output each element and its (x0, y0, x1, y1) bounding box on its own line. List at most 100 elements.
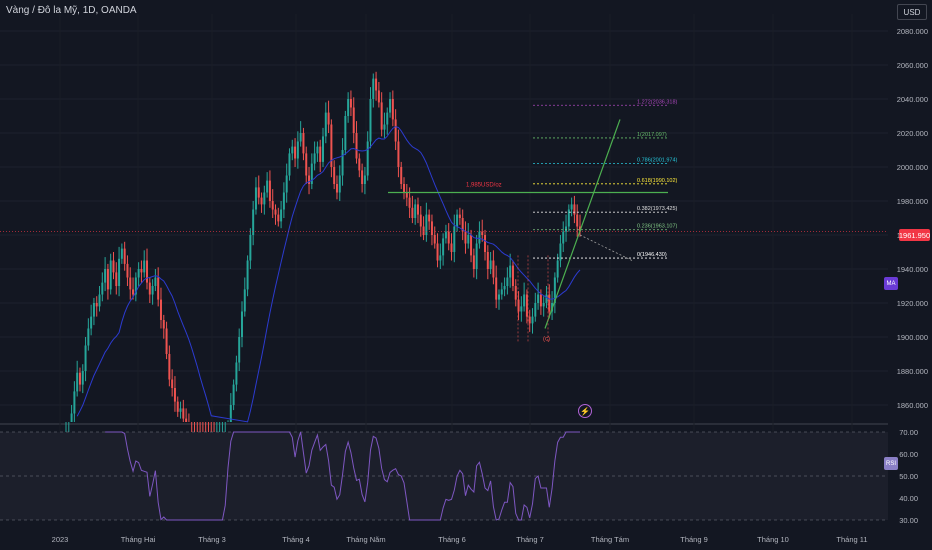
moving-average-line (76, 126, 581, 423)
candle-body (539, 294, 542, 307)
candle-body (324, 112, 327, 137)
y-tick-label: 1880.000 (897, 367, 928, 376)
candle (81, 364, 84, 394)
candle-body (411, 207, 414, 218)
candle-body (349, 99, 352, 108)
candle (123, 241, 126, 271)
candle (266, 172, 269, 198)
candle (486, 245, 489, 280)
y-tick-label: 1860.000 (897, 401, 928, 410)
candle (478, 221, 481, 249)
candle-body (84, 345, 87, 371)
candle-body (134, 277, 137, 295)
candle-body (263, 192, 266, 205)
candle-body (185, 418, 188, 422)
candle-body (495, 277, 498, 300)
candle-body (492, 260, 495, 278)
candle-body (106, 269, 109, 290)
candle-body (528, 316, 531, 324)
candle-body (302, 133, 305, 154)
candle (179, 401, 182, 419)
candle (425, 202, 428, 242)
candle-body (308, 175, 311, 184)
candle (366, 131, 369, 181)
candle (576, 204, 579, 237)
candles (65, 71, 581, 477)
candle (344, 110, 347, 156)
candle (495, 265, 498, 309)
candle-body (383, 124, 386, 130)
candle (235, 355, 238, 392)
candle-body (447, 231, 450, 244)
candle (185, 408, 188, 422)
candle-body (506, 277, 509, 286)
candle-body (76, 372, 79, 392)
candle (104, 257, 107, 292)
candle (319, 139, 322, 173)
candle-body (310, 163, 313, 184)
candle (132, 277, 135, 300)
candle-body (327, 112, 330, 125)
candle-body (157, 277, 160, 300)
candle-body (104, 269, 107, 283)
candle (520, 296, 523, 322)
candle (380, 92, 383, 137)
candle-body (249, 235, 252, 261)
y-tick-label: 2000.000 (897, 163, 928, 172)
candle-body (285, 175, 288, 193)
candle (305, 146, 308, 184)
candle-body (95, 303, 98, 307)
x-tick-label: Tháng 11 (836, 535, 867, 544)
candle (433, 226, 436, 249)
candle-body (291, 146, 294, 154)
candle (397, 129, 400, 178)
candle-body (238, 337, 241, 363)
candle-body (377, 90, 380, 103)
currency-button[interactable]: USD (897, 4, 927, 20)
candle-body (352, 107, 355, 133)
lightning-icon[interactable]: ⚡ (578, 404, 592, 418)
candle-body (87, 328, 90, 346)
rsi-indicator-badge[interactable]: RSI (884, 457, 898, 470)
resistance-label: 1,985USD/oz (466, 183, 502, 189)
candle-body (246, 260, 249, 290)
candle (137, 262, 140, 286)
candle-body (545, 294, 548, 303)
x-tick-label: Tháng 3 (198, 535, 226, 544)
candle (70, 405, 73, 422)
candle (436, 233, 439, 268)
candle-body (439, 255, 442, 261)
candle-body (70, 413, 73, 422)
fib-level-label: 0.786(2001.974) (637, 158, 678, 164)
candle-body (126, 263, 129, 278)
candle-body (389, 99, 392, 113)
candle (419, 206, 422, 237)
candle-body (509, 265, 512, 278)
candle (263, 185, 266, 215)
candle (249, 228, 252, 269)
candle-body (159, 299, 162, 320)
x-tick-label: Tháng 10 (757, 535, 789, 544)
candle (556, 253, 559, 283)
candle-body (444, 231, 447, 239)
candle-body (254, 187, 257, 210)
candle (327, 100, 330, 133)
candle-body (400, 167, 403, 184)
candle (112, 252, 115, 280)
fib-level-label: 1.272(2036.318) (637, 99, 678, 105)
candle-body (182, 408, 185, 419)
candle (308, 167, 311, 195)
candle (461, 209, 464, 241)
x-tick-label: Tháng Tám (591, 535, 629, 544)
candle-body (511, 265, 514, 286)
candle-body (266, 180, 269, 193)
candle-body (542, 303, 545, 307)
candle-body (90, 316, 93, 329)
candle-body (330, 124, 333, 167)
candle-body (416, 204, 419, 215)
candle (238, 328, 241, 371)
ma-indicator-badge[interactable]: MA (884, 277, 898, 290)
candle-body (525, 294, 528, 317)
candle-body (137, 269, 140, 278)
